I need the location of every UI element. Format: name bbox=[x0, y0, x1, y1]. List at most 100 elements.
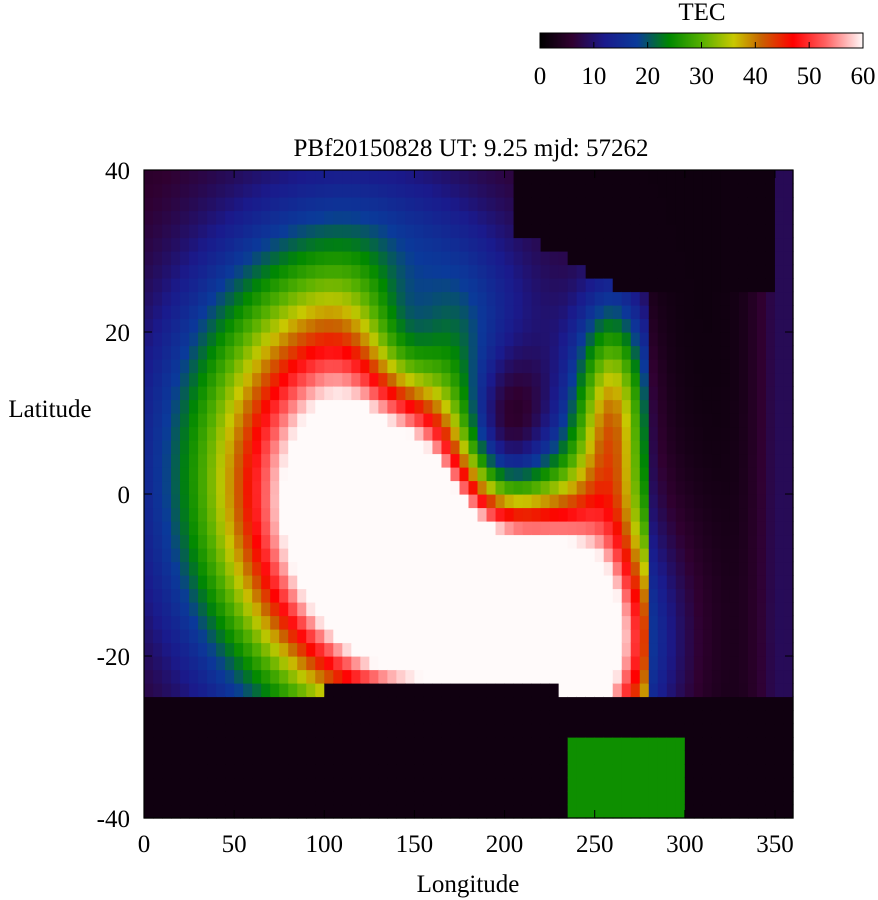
heatmap-cell bbox=[315, 264, 325, 279]
heatmap-cell bbox=[261, 210, 271, 225]
heatmap-cell bbox=[783, 561, 794, 576]
heatmap-cell bbox=[405, 413, 416, 428]
heatmap-cell bbox=[198, 723, 208, 738]
heatmap-cell bbox=[171, 629, 181, 644]
heatmap-cell bbox=[441, 669, 452, 684]
heatmap-cell bbox=[684, 251, 695, 266]
heatmap-cell bbox=[657, 656, 668, 671]
heatmap-cell bbox=[504, 737, 515, 752]
heatmap-cell bbox=[297, 656, 307, 671]
heatmap-cell bbox=[702, 723, 713, 738]
heatmap-cell bbox=[612, 642, 623, 657]
heatmap-cell bbox=[495, 170, 506, 185]
heatmap-cell bbox=[738, 318, 749, 333]
heatmap-cell bbox=[540, 251, 551, 266]
heatmap-cell bbox=[144, 264, 154, 279]
heatmap-cell bbox=[450, 480, 461, 495]
heatmap-cell bbox=[765, 197, 776, 212]
heatmap-cell bbox=[585, 251, 596, 266]
heatmap-cell bbox=[405, 804, 416, 819]
heatmap-cell bbox=[693, 669, 704, 684]
heatmap-cell bbox=[180, 332, 190, 347]
heatmap-cell bbox=[450, 588, 461, 603]
heatmap-cell bbox=[234, 372, 244, 387]
heatmap-cell bbox=[288, 237, 298, 252]
heatmap-cell bbox=[531, 683, 542, 698]
heatmap-cell bbox=[189, 386, 199, 401]
heatmap-cell bbox=[450, 264, 461, 279]
heatmap-cell bbox=[504, 359, 515, 374]
heatmap-cell bbox=[441, 561, 452, 576]
heatmap-cell bbox=[621, 413, 632, 428]
heatmap-cell bbox=[630, 197, 641, 212]
heatmap-cell bbox=[576, 791, 587, 806]
heatmap-cell bbox=[144, 521, 154, 536]
heatmap-cell bbox=[477, 251, 488, 266]
heatmap-cell bbox=[567, 224, 578, 239]
heatmap-cell bbox=[594, 183, 605, 198]
heatmap-cell bbox=[666, 305, 677, 320]
colorbar-tick-label: 0 bbox=[534, 63, 547, 90]
heatmap-cell bbox=[288, 561, 298, 576]
heatmap-cell bbox=[144, 210, 154, 225]
heatmap-cell bbox=[306, 467, 316, 482]
heatmap-cell bbox=[369, 372, 379, 387]
heatmap-cell bbox=[450, 467, 461, 482]
heatmap-cell bbox=[567, 453, 578, 468]
heatmap-cell bbox=[486, 386, 497, 401]
heatmap-cell bbox=[756, 251, 767, 266]
heatmap-cell bbox=[765, 440, 776, 455]
heatmap-cell bbox=[648, 683, 659, 698]
heatmap-cell bbox=[288, 507, 298, 522]
heatmap-cell bbox=[540, 197, 551, 212]
heatmap-cell bbox=[639, 588, 650, 603]
heatmap-cell bbox=[549, 588, 560, 603]
heatmap-cell bbox=[549, 210, 560, 225]
heatmap-cell bbox=[585, 359, 596, 374]
heatmap-cell bbox=[171, 237, 181, 252]
heatmap-cell bbox=[459, 548, 470, 563]
heatmap-cell bbox=[414, 278, 425, 293]
heatmap-cell bbox=[342, 345, 352, 360]
heatmap-cell bbox=[423, 521, 434, 536]
heatmap-cell bbox=[315, 710, 325, 725]
heatmap-cell bbox=[216, 318, 226, 333]
heatmap-cell bbox=[747, 170, 758, 185]
heatmap-cell bbox=[558, 183, 569, 198]
heatmap-cell bbox=[297, 669, 307, 684]
heatmap-cell bbox=[657, 602, 668, 617]
heatmap-cell bbox=[405, 264, 416, 279]
heatmap-cell bbox=[468, 777, 479, 792]
heatmap-cell bbox=[747, 210, 758, 225]
heatmap-cell bbox=[585, 183, 596, 198]
heatmap-cell bbox=[486, 615, 497, 630]
heatmap-cell bbox=[756, 561, 767, 576]
heatmap-cell bbox=[459, 305, 470, 320]
heatmap-cell bbox=[783, 170, 794, 185]
heatmap-cell bbox=[495, 197, 506, 212]
heatmap-cell bbox=[621, 359, 632, 374]
heatmap-cell bbox=[693, 723, 704, 738]
heatmap-cell bbox=[693, 453, 704, 468]
heatmap-cell bbox=[693, 494, 704, 509]
heatmap-cell bbox=[648, 494, 659, 509]
heatmap-cell bbox=[441, 642, 452, 657]
heatmap-cell bbox=[144, 615, 154, 630]
heatmap-cell bbox=[783, 602, 794, 617]
heatmap-cell bbox=[324, 359, 334, 374]
heatmap-cell bbox=[225, 305, 235, 320]
heatmap-cell bbox=[216, 534, 226, 549]
heatmap-cell bbox=[522, 656, 533, 671]
heatmap-cell bbox=[189, 804, 199, 819]
heatmap-cell bbox=[558, 359, 569, 374]
heatmap-cell bbox=[585, 170, 596, 185]
heatmap-cell bbox=[324, 332, 334, 347]
heatmap-cell bbox=[432, 710, 443, 725]
heatmap-cell bbox=[702, 440, 713, 455]
heatmap-cell bbox=[243, 710, 253, 725]
heatmap-cell bbox=[387, 642, 397, 657]
heatmap-cell bbox=[360, 372, 370, 387]
heatmap-cell bbox=[486, 278, 497, 293]
heatmap-cell bbox=[486, 291, 497, 306]
heatmap-cell bbox=[414, 399, 425, 414]
